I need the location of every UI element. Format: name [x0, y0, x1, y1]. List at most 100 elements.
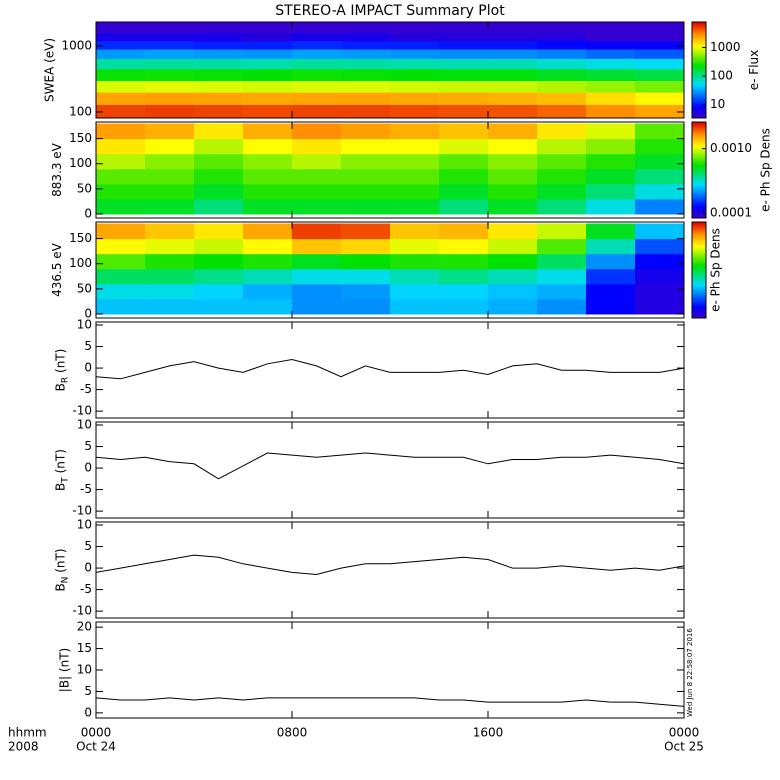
y-tick-label: 0 — [84, 306, 92, 320]
heatmap-cell — [488, 138, 538, 155]
heatmap-cell — [439, 92, 489, 105]
colorbar-step — [692, 286, 706, 289]
colorbar-step — [692, 188, 706, 191]
colorbar-step — [692, 174, 706, 177]
heatmap-cell — [341, 80, 391, 93]
y-axis-label: SWEA (eV) — [42, 38, 56, 102]
colorbar-step — [692, 86, 706, 89]
heatmap-cell — [390, 168, 440, 185]
colorbar-step — [692, 48, 706, 51]
heatmap-cell — [586, 168, 636, 185]
colorbar-step — [692, 90, 706, 93]
heatmap-cell — [537, 268, 587, 285]
heatmap-cell — [96, 68, 146, 81]
colorbar-step — [692, 166, 706, 169]
colorbar-step — [692, 222, 706, 225]
heatmap-cell — [341, 68, 391, 81]
colorbar-step — [692, 316, 706, 319]
colorbar-step — [692, 180, 706, 183]
heatmap-cell — [341, 238, 391, 255]
colorbar-step — [692, 80, 706, 83]
y-axis-label: BT (nT) — [53, 449, 70, 491]
year-label: 2008 — [8, 740, 39, 754]
colorbar-step — [692, 160, 706, 163]
colorbar-step — [692, 296, 706, 299]
panel-frame — [95, 521, 685, 619]
heatmap-cell — [96, 298, 146, 315]
heatmap-cell — [243, 49, 293, 59]
colorbar-step — [692, 132, 706, 135]
heatmap-cell — [96, 283, 146, 300]
heatmap-cell — [586, 32, 636, 42]
colorbar-step — [692, 314, 706, 317]
x-tick-label: 0000 — [81, 726, 112, 740]
colorbar-step — [692, 158, 706, 161]
colorbar-step — [692, 208, 706, 211]
colorbar-step — [692, 112, 706, 115]
x-date-label: Oct 24 — [76, 740, 116, 754]
colorbar-step — [692, 200, 706, 203]
y-tick-label: 10 — [77, 663, 92, 677]
heatmap-cell — [390, 283, 440, 300]
heatmap-cell — [194, 283, 244, 300]
heatmap-cell — [439, 283, 489, 300]
colorbar-label: e- Ph Sp Dens — [709, 228, 723, 312]
heatmap-cell — [243, 40, 293, 50]
heatmap-cell — [243, 283, 293, 300]
heatmap-cell — [586, 238, 636, 255]
y-axis-label: BN (nT) — [53, 548, 70, 591]
heatmap-cell — [390, 49, 440, 59]
heatmap-cell — [194, 138, 244, 155]
colorbar-step — [692, 40, 706, 43]
x-date-label: Oct 25 — [664, 740, 704, 754]
heatmap-cell — [145, 168, 195, 185]
heatmap-cell — [390, 253, 440, 270]
heatmap-cell — [96, 58, 146, 70]
heatmap-cell — [292, 49, 342, 59]
x-tick-label: 0000 — [669, 726, 700, 740]
heatmap-cell — [537, 22, 587, 34]
colorbar-step — [692, 268, 706, 271]
y-tick-label: -10 — [72, 604, 92, 618]
heatmap-cell — [145, 223, 195, 240]
heatmap-cell — [341, 92, 391, 105]
heatmap-cell — [390, 268, 440, 285]
line-trace — [96, 554, 684, 576]
heatmap-cell — [96, 92, 146, 105]
heatmap-cell — [145, 138, 195, 155]
heatmap-cell — [145, 268, 195, 285]
heatmap-cell — [145, 40, 195, 50]
heatmap-cell — [635, 198, 684, 215]
colorbar-step — [692, 248, 706, 251]
heatmap-cell — [145, 68, 195, 81]
heatmap-cell — [439, 238, 489, 255]
heatmap-cell — [145, 283, 195, 300]
colorbar-step — [692, 176, 706, 179]
colorbar-step — [692, 216, 706, 219]
heatmap-cell — [586, 49, 636, 59]
colorbar-step — [692, 228, 706, 231]
heatmap-cell — [194, 223, 244, 240]
heatmap-cell — [292, 298, 342, 315]
heatmap-cell — [145, 92, 195, 105]
y-tick-label: 50 — [77, 281, 92, 295]
heatmap-cell — [635, 22, 684, 34]
heatmap-cell — [243, 198, 293, 215]
heatmap-cell — [537, 253, 587, 270]
colorbar-step — [692, 162, 706, 165]
heatmap-cell — [194, 183, 244, 200]
heatmap-cell — [537, 104, 587, 118]
colorbar-step — [692, 146, 706, 149]
heatmap-cell — [635, 123, 684, 140]
heatmap-cell — [488, 32, 538, 42]
heatmap-cell — [243, 238, 293, 255]
heatmap-cell — [537, 168, 587, 185]
heatmap-cell — [96, 49, 146, 59]
colorbar-step — [692, 212, 706, 215]
heatmap-cell — [145, 123, 195, 140]
heatmap-cell — [194, 58, 244, 70]
heatmap-cell — [586, 153, 636, 170]
colorbar-step — [692, 130, 706, 133]
heatmap-cell — [390, 153, 440, 170]
